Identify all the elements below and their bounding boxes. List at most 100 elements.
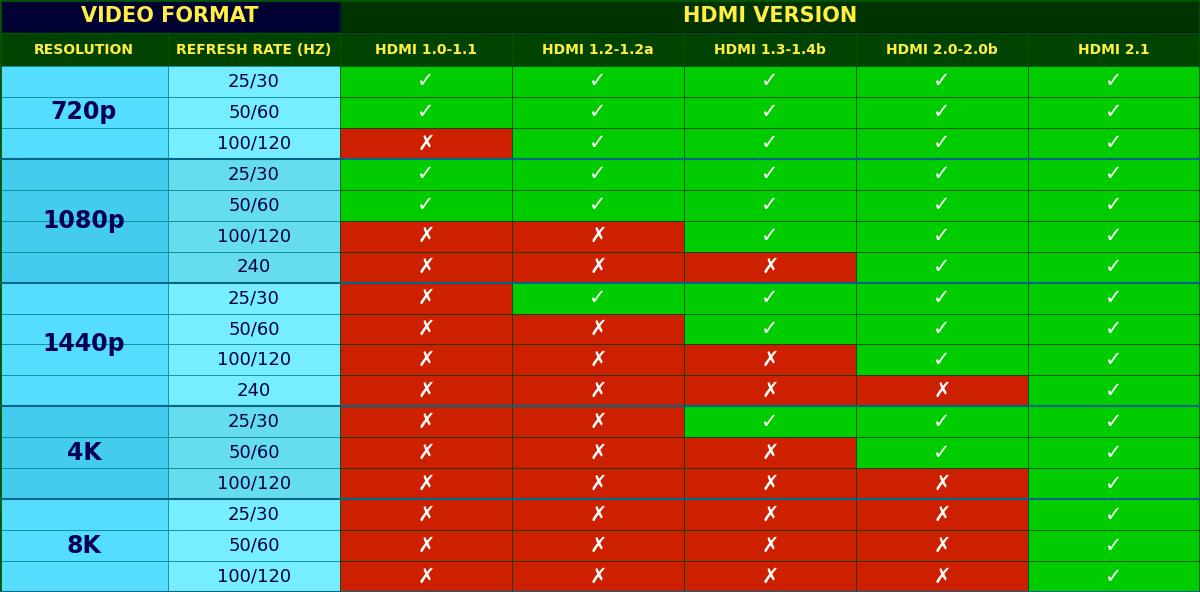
Text: ✓: ✓ [761, 226, 779, 246]
Text: ✓: ✓ [934, 412, 950, 432]
Bar [512, 530, 684, 561]
Bar [512, 375, 684, 406]
Text: ✗: ✗ [589, 474, 607, 494]
Text: 25/30: 25/30 [228, 506, 280, 524]
Text: ✓: ✓ [589, 72, 607, 92]
Bar [168, 282, 340, 314]
Bar [856, 190, 1028, 221]
Text: ✗: ✗ [761, 381, 779, 401]
Text: ✗: ✗ [761, 474, 779, 494]
Text: ✓: ✓ [1105, 474, 1123, 494]
Text: ✓: ✓ [761, 165, 779, 184]
Text: ✓: ✓ [1105, 133, 1123, 153]
Text: ✗: ✗ [418, 133, 434, 153]
Text: 100/120: 100/120 [217, 227, 292, 245]
Text: ✗: ✗ [761, 567, 779, 587]
Bar [168, 33, 340, 66]
Text: ✗: ✗ [761, 443, 779, 463]
Bar [340, 128, 512, 159]
Text: ✗: ✗ [418, 381, 434, 401]
Text: ✓: ✓ [418, 72, 434, 92]
Text: ✗: ✗ [418, 412, 434, 432]
Bar [512, 314, 684, 345]
Bar [168, 375, 340, 406]
Bar [0, 0, 340, 33]
Bar [856, 252, 1028, 282]
Bar [1028, 499, 1200, 530]
Text: VIDEO FORMAT: VIDEO FORMAT [82, 7, 259, 27]
Text: ✓: ✓ [761, 319, 779, 339]
Bar [340, 375, 512, 406]
Bar [684, 561, 856, 592]
Bar [1028, 282, 1200, 314]
Bar [0, 468, 168, 499]
Text: ✗: ✗ [589, 412, 607, 432]
Bar [0, 437, 168, 468]
Text: ✗: ✗ [589, 319, 607, 339]
Text: 100/120: 100/120 [217, 475, 292, 493]
Text: ✓: ✓ [934, 226, 950, 246]
Text: ✓: ✓ [761, 102, 779, 123]
Bar [684, 375, 856, 406]
Text: ✓: ✓ [1105, 567, 1123, 587]
Bar [1028, 33, 1200, 66]
Text: REFRESH RATE (HZ): REFRESH RATE (HZ) [176, 43, 331, 56]
Bar [684, 252, 856, 282]
Bar [684, 128, 856, 159]
Text: ✗: ✗ [589, 504, 607, 525]
Bar [168, 97, 340, 128]
Bar [856, 345, 1028, 375]
Text: ✗: ✗ [761, 536, 779, 555]
Bar [512, 190, 684, 221]
Text: ✓: ✓ [934, 288, 950, 308]
Text: ✓: ✓ [1105, 381, 1123, 401]
Text: ✗: ✗ [418, 567, 434, 587]
Bar [168, 314, 340, 345]
Text: 25/30: 25/30 [228, 413, 280, 431]
Text: ✓: ✓ [1105, 226, 1123, 246]
Bar [340, 468, 512, 499]
Text: 100/120: 100/120 [217, 351, 292, 369]
Text: ✓: ✓ [589, 133, 607, 153]
Text: ✓: ✓ [761, 133, 779, 153]
Bar [168, 437, 340, 468]
Bar [684, 66, 856, 97]
Bar [856, 314, 1028, 345]
Text: ✗: ✗ [934, 536, 950, 555]
Bar [684, 33, 856, 66]
Bar [1028, 252, 1200, 282]
Bar [168, 128, 340, 159]
Text: 25/30: 25/30 [228, 72, 280, 91]
Bar [684, 159, 856, 190]
Bar [856, 406, 1028, 437]
Bar [168, 406, 340, 437]
Bar [512, 97, 684, 128]
Bar [684, 282, 856, 314]
Bar [0, 66, 168, 97]
Bar [1028, 406, 1200, 437]
Bar [684, 530, 856, 561]
Text: 1440p: 1440p [43, 333, 125, 356]
Bar [168, 530, 340, 561]
Text: 50/60: 50/60 [228, 444, 280, 462]
Bar [168, 499, 340, 530]
Bar [0, 499, 168, 530]
Text: ✓: ✓ [934, 319, 950, 339]
Text: ✗: ✗ [934, 474, 950, 494]
Text: ✗: ✗ [589, 567, 607, 587]
Text: RESOLUTION: RESOLUTION [34, 43, 134, 56]
Text: ✓: ✓ [1105, 165, 1123, 184]
Text: ✓: ✓ [1105, 72, 1123, 92]
Text: 4K: 4K [67, 441, 101, 465]
Text: HDMI 2.1: HDMI 2.1 [1078, 43, 1150, 56]
Text: ✓: ✓ [1105, 102, 1123, 123]
Text: ✗: ✗ [589, 257, 607, 277]
Text: ✓: ✓ [1105, 443, 1123, 463]
Text: ✗: ✗ [418, 288, 434, 308]
Bar [0, 159, 168, 190]
Bar [340, 530, 512, 561]
Bar [1028, 468, 1200, 499]
Bar [340, 499, 512, 530]
Bar [512, 561, 684, 592]
Bar [1028, 190, 1200, 221]
